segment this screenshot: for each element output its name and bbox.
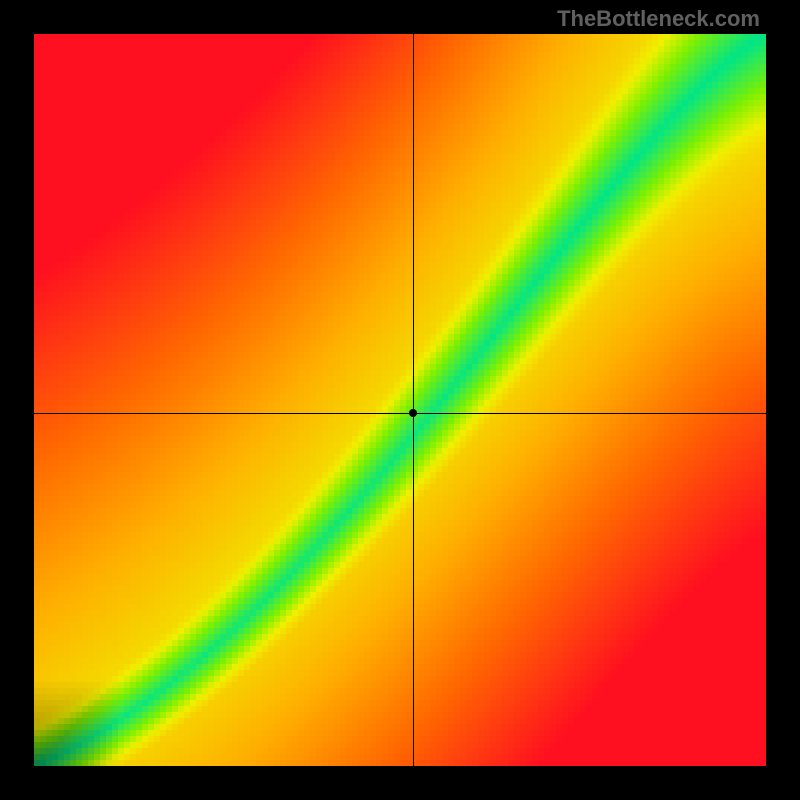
crosshair-vertical [413,34,414,766]
chart-container: TheBottleneck.com [0,0,800,800]
heatmap-canvas [34,34,766,766]
marker-dot [409,409,417,417]
crosshair-horizontal [34,413,766,414]
watermark-text: TheBottleneck.com [557,6,760,32]
plot-area [34,34,766,766]
